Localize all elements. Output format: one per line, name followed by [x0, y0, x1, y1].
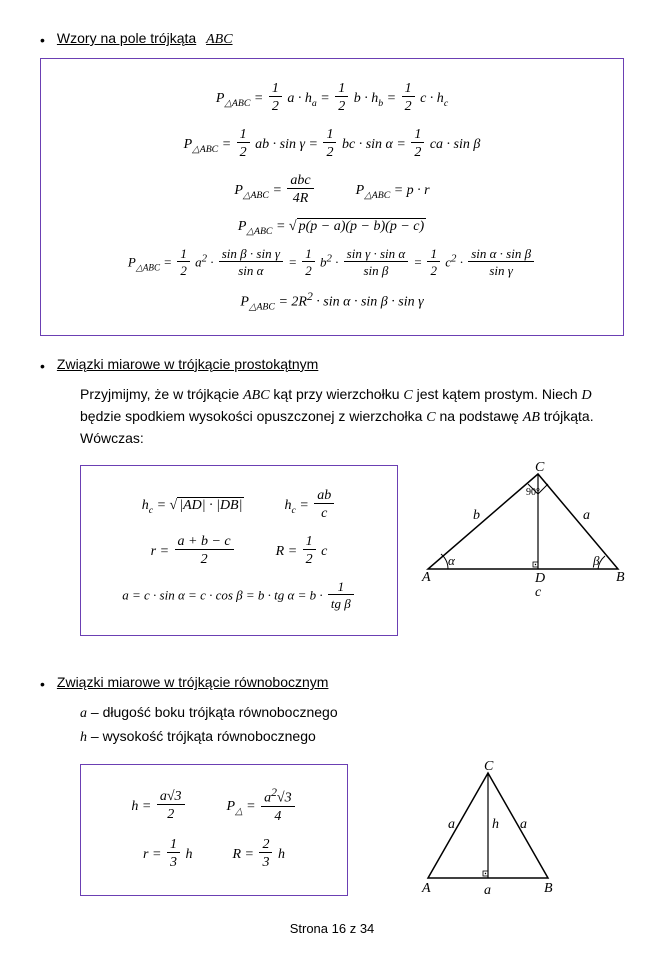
bullet-icon: •: [40, 32, 45, 48]
section-right-triangle: • Związki miarowe w trójkącie prostokątn…: [40, 356, 624, 654]
section-area-formulas: • Wzory na pole trójkąta ABC P△ABC = 12 …: [40, 30, 624, 336]
definition: a – długość boku trójkąta równobocznego: [80, 702, 624, 724]
heading: Wzory na pole trójkąta ABC: [57, 30, 233, 48]
definition: h – wysokość trójkąta równobocznego: [80, 726, 624, 748]
formula: P△ABC = abc4RP△ABC = p · r: [49, 173, 615, 209]
vertex-label: D: [534, 571, 545, 586]
formula: P△ABC = 2R2 · sin α · sin β · sin γ: [49, 290, 615, 312]
vertex-label: C: [535, 460, 545, 475]
formula: a = c · sin α = c · cos β = b · tg α = b…: [89, 580, 389, 613]
vertex-label: C: [484, 759, 494, 774]
vertex-label: B: [544, 881, 553, 896]
bullet-icon: •: [40, 358, 45, 374]
formula: P△ABC = 12 a · ha = 12 b · hb = 12 c · h…: [49, 81, 615, 117]
two-col: h = a√32P△ = a2√34 r = 13 hR = 23 h A B …: [80, 758, 624, 914]
equilateral-figure: A B C a a a h: [408, 758, 568, 911]
side-label: a: [484, 883, 491, 898]
section-equilateral: • Związki miarowe w trójkącie równoboczn…: [40, 674, 624, 914]
height-label: h: [492, 817, 499, 832]
vertex-label: A: [421, 570, 431, 585]
angle-label: β: [592, 553, 600, 568]
heading-text: Związki miarowe w trójkącie prostokątnym: [57, 356, 318, 372]
side-label: a: [520, 817, 527, 832]
body-text: Przyjmijmy, że w trójkącie ABC kąt przy …: [80, 384, 624, 449]
formula: h = a√32P△ = a2√34: [89, 787, 339, 827]
formula: P△ABC = 12 a2 · sin β · sin γsin α = 12 …: [49, 247, 615, 280]
side-label: a: [583, 508, 590, 523]
vertex-label: A: [421, 881, 431, 896]
right-triangle-figure: A B C D b a c α β 90°: [418, 459, 628, 602]
angle-label: 90°: [526, 487, 540, 498]
vertex-label: B: [616, 570, 625, 585]
formula: P△ABC = 12 ab · sin γ = 12 bc · sin α = …: [49, 127, 615, 163]
formula: r = 13 hR = 23 h: [89, 837, 339, 873]
heading-row: • Związki miarowe w trójkącie równoboczn…: [40, 674, 624, 692]
side-label: c: [535, 585, 542, 599]
formula: r = a + b − c2R = 12 c: [89, 534, 389, 570]
heading-var: ABC: [206, 32, 232, 47]
heading-text: Wzory na pole trójkąta: [57, 30, 196, 46]
formula-box-right-triangle: hc = √|AD| · |DB|hc = abc r = a + b − c2…: [80, 465, 398, 636]
heading-text: Związki miarowe w trójkącie równobocznym: [57, 674, 329, 690]
formula: P△ABC = √p(p − a)(p − b)(p − c): [49, 219, 615, 237]
side-label: a: [448, 817, 455, 832]
bullet-icon: •: [40, 676, 45, 692]
page-footer: Strona 16 z 34: [0, 921, 664, 936]
page: • Wzory na pole trójkąta ABC P△ABC = 12 …: [0, 0, 664, 954]
formula: hc = √|AD| · |DB|hc = abc: [89, 488, 389, 524]
heading-row: • Związki miarowe w trójkącie prostokątn…: [40, 356, 624, 374]
formula-box-area: P△ABC = 12 a · ha = 12 b · hb = 12 c · h…: [40, 58, 624, 336]
side-label: b: [473, 508, 480, 523]
angle-label: α: [448, 553, 456, 568]
two-col: hc = √|AD| · |DB|hc = abc r = a + b − c2…: [80, 459, 624, 654]
formula-box-equilateral: h = a√32P△ = a2√34 r = 13 hR = 23 h: [80, 764, 348, 896]
heading-row: • Wzory na pole trójkąta ABC: [40, 30, 624, 48]
